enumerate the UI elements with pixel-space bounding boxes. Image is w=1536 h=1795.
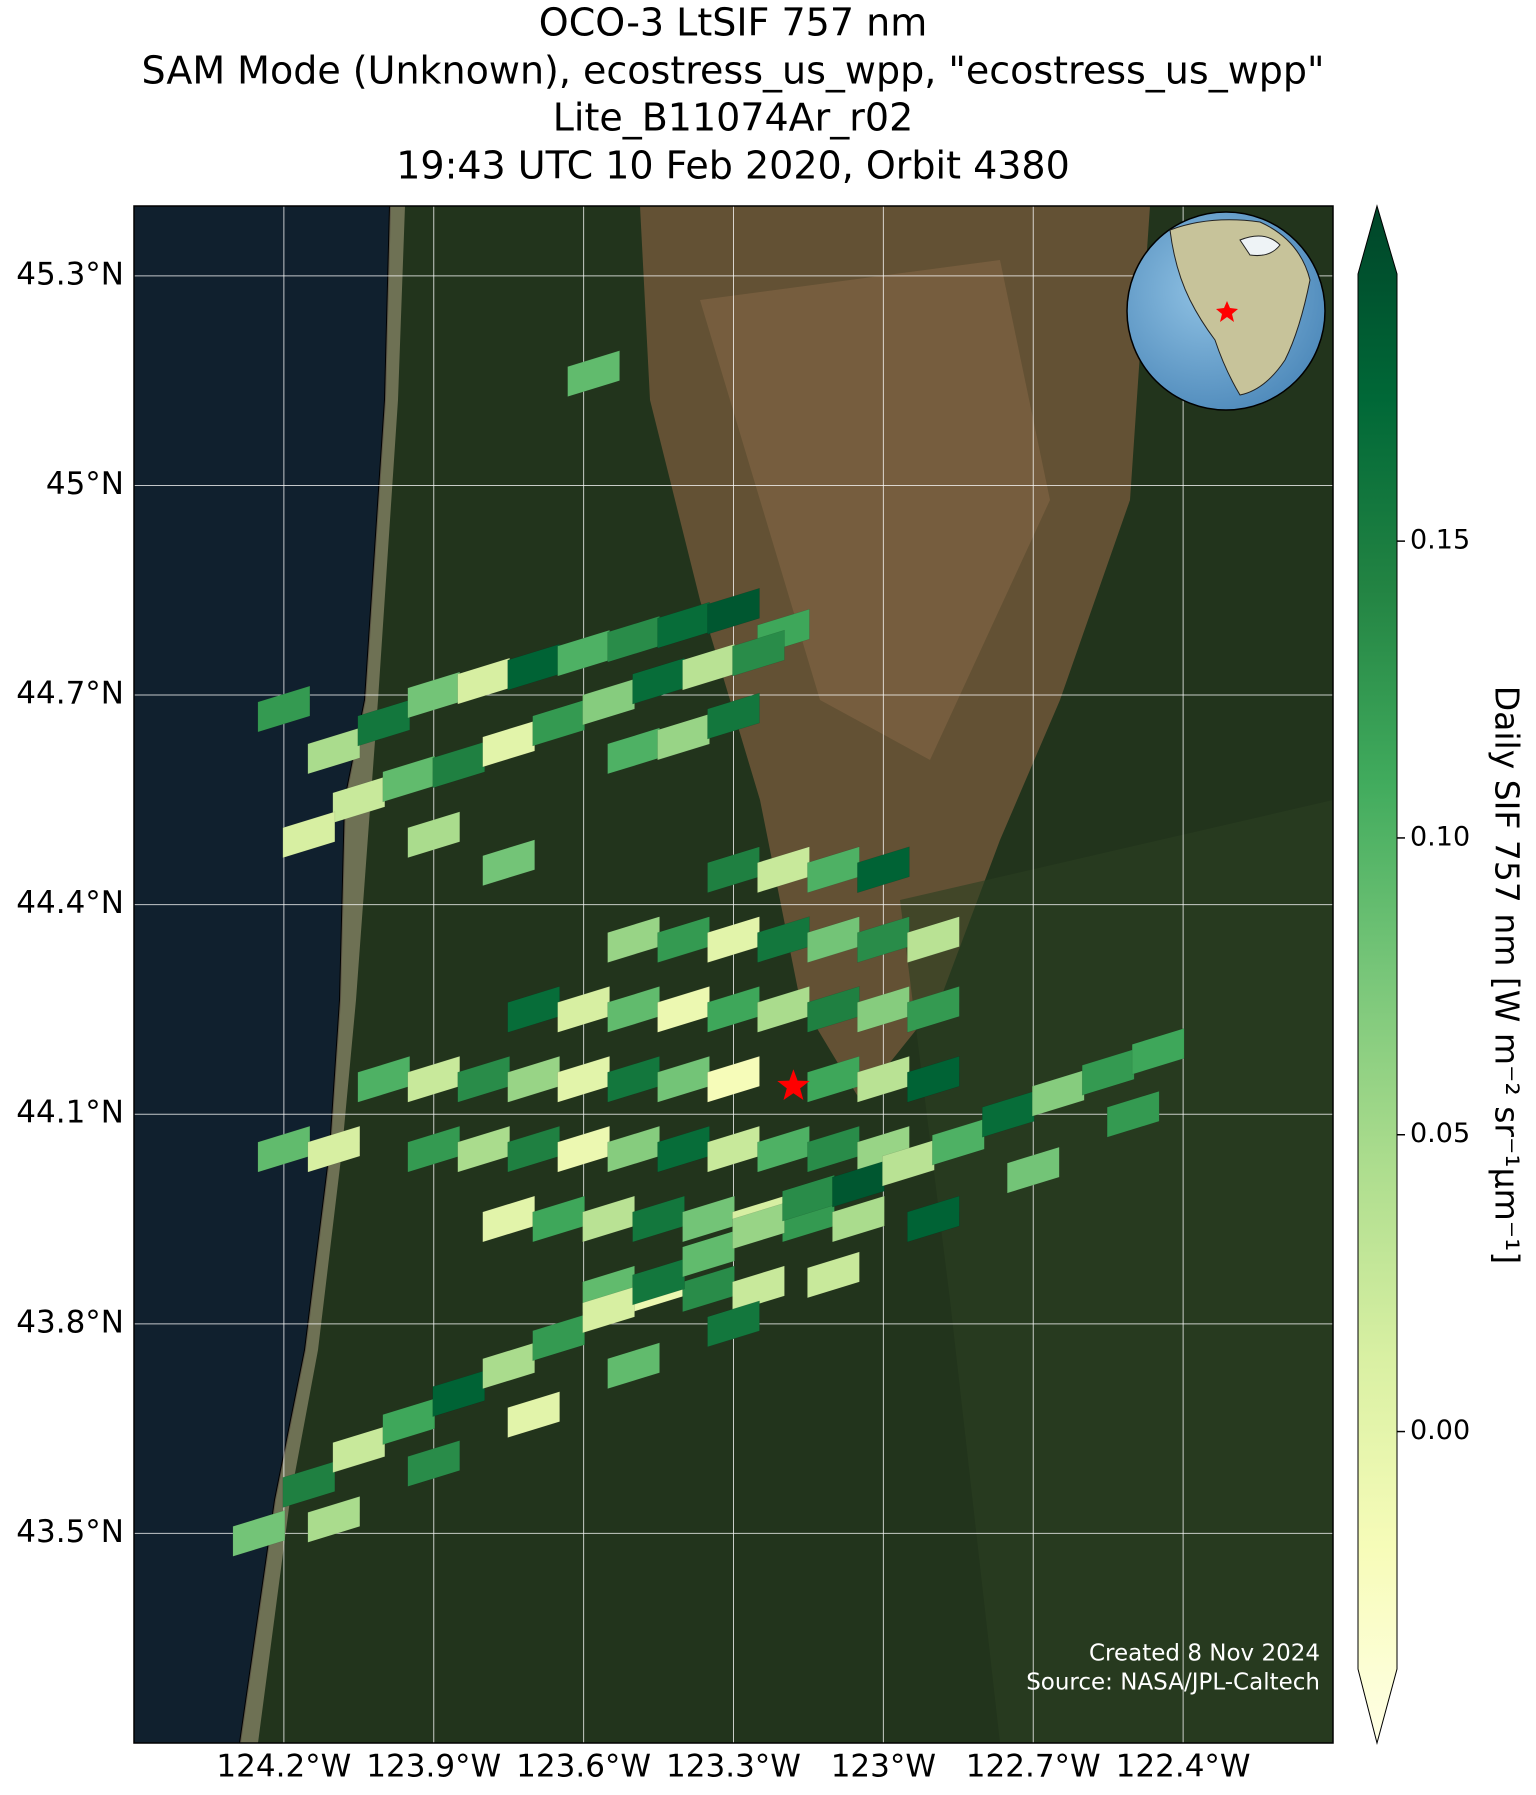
sif-cell	[882, 1139, 935, 1187]
sif-cell	[682, 1230, 735, 1278]
map-frame	[133, 205, 1334, 1744]
continent	[1169, 219, 1311, 396]
sif-cell	[832, 1195, 885, 1243]
sif-cell	[407, 1440, 460, 1487]
sif-cell	[732, 629, 785, 677]
sif-cell	[632, 1258, 685, 1306]
y-tick-label: 43.5°N	[16, 1514, 124, 1550]
sif-cell	[907, 916, 960, 963]
axes: 124.2°W 123.9°W 123.6°W 123.3°W 123°W 122.7°W…	[16, 256, 1250, 1784]
sif-cell	[582, 678, 635, 726]
sif-cell	[807, 1251, 860, 1299]
beach	[240, 206, 405, 1743]
sif-cell	[1007, 1146, 1060, 1194]
globe-inset	[1126, 211, 1326, 411]
x-tick-label: 123.9°W	[366, 1749, 501, 1785]
y-tick-label: 43.8°N	[16, 1304, 124, 1340]
title-line: OCO-3 LtSIF 757 nm	[539, 1, 927, 45]
forest	[900, 800, 1333, 1743]
sif-cell	[707, 587, 760, 635]
colorbar-tick-label: 0.05	[1410, 1118, 1470, 1149]
sif-cell	[1131, 1028, 1185, 1075]
title-line: Lite_B11074Ar_r02	[553, 96, 914, 140]
colorbar: 0.00 0.05 0.10 0.15	[1357, 204, 1470, 1745]
sif-cell	[482, 839, 535, 887]
ice	[1239, 235, 1281, 256]
sif-cell	[607, 1342, 660, 1390]
sif-cell	[1031, 1069, 1085, 1117]
x-tick-label: 122.7°W	[966, 1749, 1101, 1785]
sif-cell	[532, 1314, 585, 1362]
x-tick-label: 123°W	[831, 1749, 936, 1785]
sif-cell	[307, 727, 361, 775]
y-tick-label: 44.7°N	[16, 676, 124, 712]
title-line: SAM Mode (Unknown), ecostress_us_wpp, "e…	[142, 49, 1325, 93]
annotation: Source: NASA/JPL-Caltech	[1026, 1670, 1320, 1696]
sif-cell	[482, 1342, 535, 1390]
sif-cell	[282, 811, 336, 859]
sif-cell	[332, 1426, 386, 1473]
sif-cell	[307, 1496, 361, 1543]
target	[777, 1069, 810, 1100]
sif-cell	[907, 1055, 960, 1103]
sif-cell	[382, 1398, 436, 1445]
sif-cell	[407, 811, 460, 859]
x-tick-label: 123.6°W	[516, 1749, 651, 1785]
sif-cell	[357, 699, 411, 747]
sif-cell	[657, 713, 710, 761]
sif-cell	[707, 1055, 760, 1103]
sif-cell	[257, 685, 311, 733]
annotation: Created 8 Nov 2024	[1089, 1641, 1320, 1667]
sif-cell	[857, 846, 910, 894]
sif-cell	[582, 1286, 635, 1334]
globe-star	[1216, 301, 1238, 322]
sif-cell	[982, 1090, 1035, 1138]
basemap	[134, 206, 1333, 1743]
colorbar-body	[1357, 204, 1398, 1745]
sif-cells	[232, 350, 1185, 1557]
x-tick-label: 123.3°W	[666, 1749, 801, 1785]
colorbar-label: Daily SIF 757 nm [W m⁻² sr⁻¹μm⁻¹]	[1488, 686, 1527, 1265]
colorbar-tick-label: 0.00	[1410, 1415, 1470, 1446]
sif-cell	[907, 986, 960, 1033]
sif-cell	[307, 1125, 361, 1173]
title-line: 19:43 UTC 10 Feb 2020, Orbit 4380	[396, 144, 1070, 188]
sif-cell	[482, 720, 535, 768]
y-tick-label: 44.4°N	[16, 885, 124, 921]
sif-cell	[232, 1510, 286, 1557]
sif-cell	[732, 1265, 785, 1313]
colorbar-tick-label: 0.15	[1410, 525, 1470, 556]
sif-cell	[832, 1160, 885, 1208]
x-tick-label: 122.4°W	[1116, 1749, 1251, 1785]
sif-cell	[1081, 1048, 1135, 1096]
x-tick-label: 124.2°W	[216, 1749, 351, 1785]
colorbar-tick-label: 0.10	[1410, 821, 1470, 852]
sif-cell	[532, 699, 585, 747]
sif-cell	[732, 1202, 785, 1250]
farmland	[700, 260, 1050, 760]
sif-cell	[707, 1300, 760, 1348]
target-star	[777, 1069, 810, 1100]
y-tick-label: 44.1°N	[16, 1095, 124, 1131]
sif-cell	[282, 1461, 336, 1508]
sif-cell	[932, 1118, 985, 1166]
sif-cell	[907, 1195, 960, 1243]
sif-cell	[567, 350, 620, 398]
sif-cell	[507, 1391, 560, 1438]
sif-cell	[432, 1370, 485, 1418]
y-tick-label: 45.3°N	[16, 256, 124, 292]
y-tick-label: 45°N	[46, 466, 124, 502]
ocean	[134, 206, 390, 1743]
sif-cell	[432, 741, 485, 789]
sif-cell	[707, 692, 760, 740]
sif-cell	[1106, 1090, 1160, 1138]
